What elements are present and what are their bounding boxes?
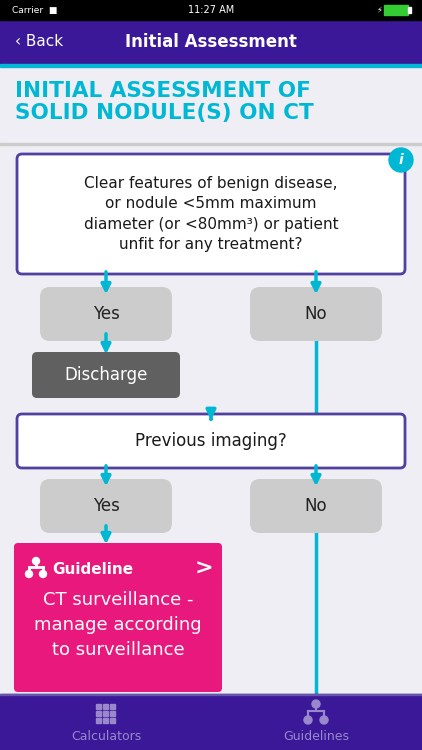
Text: ‹ Back: ‹ Back [15,34,63,50]
Circle shape [312,700,320,708]
Bar [0,694,422,695]
FancyBboxPatch shape [32,352,180,398]
Bar [0,0,422,20]
Bar [110,718,115,723]
Circle shape [40,571,46,578]
FancyBboxPatch shape [14,543,222,692]
Text: Discharge: Discharge [64,366,148,384]
Text: 11:27 AM: 11:27 AM [188,5,234,15]
Bar [0,694,422,750]
Text: CT surveillance -
manage according
to surveillance: CT surveillance - manage according to su… [34,591,202,659]
FancyBboxPatch shape [250,479,382,533]
Text: Initial Assessment: Initial Assessment [125,33,297,51]
Circle shape [25,571,32,578]
Circle shape [32,557,40,565]
Bar [96,704,101,709]
Text: INITIAL ASSESSMENT OF
SOLID NODULE(S) ON CT: INITIAL ASSESSMENT OF SOLID NODULE(S) ON… [15,81,314,124]
Bar [408,7,411,13]
Text: Guideline: Guideline [52,562,133,577]
Text: Guidelines: Guidelines [283,730,349,743]
Text: Previous imaging?: Previous imaging? [135,432,287,450]
Circle shape [320,716,328,724]
Bar [103,704,108,709]
Text: Calculators: Calculators [71,730,141,743]
Bar [0,20,422,64]
Bar [103,718,108,723]
FancyBboxPatch shape [250,287,382,341]
Bar [0,64,422,67]
Text: No: No [305,305,327,323]
Text: i: i [399,153,403,167]
FancyBboxPatch shape [17,154,405,274]
Circle shape [304,716,312,724]
FancyBboxPatch shape [17,414,405,468]
Circle shape [389,148,413,172]
Bar [0,143,422,145]
Text: Clear features of benign disease,
or nodule <5mm maximum
diameter (or <80mm³) or: Clear features of benign disease, or nod… [84,176,338,252]
FancyBboxPatch shape [40,287,172,341]
Bar [96,718,101,723]
Text: Carrier  ■: Carrier ■ [12,5,57,14]
Bar [96,711,101,716]
Bar [103,711,108,716]
Text: Yes: Yes [92,497,119,515]
Text: >: > [195,559,213,579]
Bar [110,704,115,709]
FancyBboxPatch shape [40,479,172,533]
Text: Yes: Yes [92,305,119,323]
Bar [110,711,115,716]
Text: No: No [305,497,327,515]
Text: ⚡: ⚡ [376,5,382,14]
Bar [384,5,408,15]
